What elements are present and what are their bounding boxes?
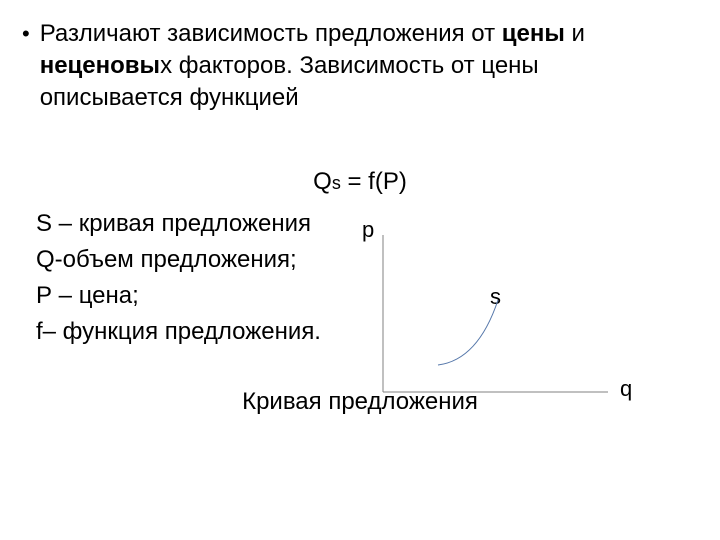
formula-close: ) — [399, 168, 407, 195]
bullet-marker: • — [22, 18, 30, 50]
text-pre: Различают зависимость предложения от — [40, 20, 502, 47]
text-mid: и — [565, 20, 585, 47]
text-bold-price: цены — [502, 20, 565, 47]
formula: Qs = f(Р) — [36, 168, 684, 196]
formula-p: Р — [383, 168, 399, 195]
bullet-text: Различают зависимость предложения от цен… — [40, 18, 684, 114]
formula-q: Q — [313, 168, 332, 195]
supply-chart — [378, 230, 628, 430]
axis-label-p: p — [362, 217, 374, 243]
formula-sub-s: s — [332, 173, 341, 193]
bullet-item: • Различают зависимость предложения от ц… — [36, 18, 684, 114]
slide: • Различают зависимость предложения от ц… — [0, 0, 720, 540]
formula-eq: = f( — [341, 168, 383, 195]
text-bold-nonprice: неценовы — [40, 52, 160, 79]
supply-curve — [438, 300, 498, 365]
